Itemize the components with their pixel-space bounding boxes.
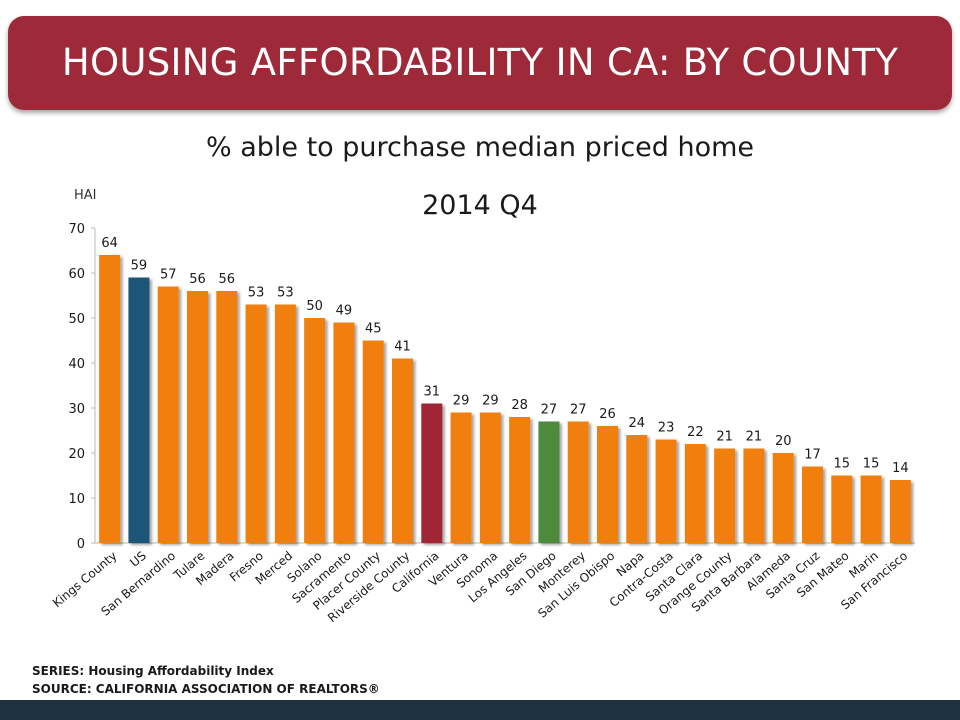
data-label: 50	[306, 299, 323, 314]
data-label: 41	[394, 340, 411, 355]
bar-sacramento	[333, 322, 355, 543]
bar-san-bernardino	[157, 286, 179, 543]
data-label: 15	[863, 457, 880, 472]
bar-napa	[626, 435, 648, 543]
data-label: 53	[248, 286, 265, 301]
bar-madera	[216, 291, 238, 543]
bar-santa-barbara	[743, 448, 765, 543]
bar-santa-cruz	[802, 466, 823, 543]
data-label: 17	[804, 448, 821, 463]
data-label: 14	[892, 461, 909, 476]
y-axis-label: HAI	[74, 188, 97, 203]
bar-san-diego	[538, 421, 560, 543]
y-tick-label: 10	[68, 492, 85, 507]
bar-chart: 0 10 20 30 40 50 60 70 64 59 57 56 56 53 53 50 49 45 41 31…	[50, 222, 915, 625]
bar-monterey	[567, 421, 589, 543]
data-label: 24	[629, 416, 646, 431]
data-labels: 64 59 57 56 56 53 53 50 49 45 41 31 29 29 28 27 27 26 24 23…	[101, 236, 908, 476]
bar-los-angeles	[509, 417, 531, 543]
data-label: 57	[160, 268, 177, 283]
data-label: 53	[277, 286, 294, 301]
title-banner: HOUSING AFFORDABILITY IN CA: BY COUNTY	[8, 16, 952, 110]
bar-santa-clara	[684, 444, 706, 543]
footer-source: SOURCE: CALIFORNIA ASSOCIATION OF REALTO…	[32, 682, 380, 696]
y-tick-label: 0	[77, 537, 85, 552]
bar-tulare	[187, 291, 208, 543]
data-label: 56	[189, 272, 206, 287]
bar-solano	[304, 318, 326, 543]
data-label: 21	[716, 430, 733, 445]
data-label: 29	[482, 394, 499, 409]
data-label: 15	[834, 457, 851, 472]
y-tick-label: 40	[68, 357, 85, 372]
bar-california	[421, 403, 443, 543]
y-tick-label: 30	[68, 402, 85, 417]
bar-merced	[274, 304, 296, 543]
data-label: 64	[101, 236, 118, 251]
data-label: 23	[658, 421, 675, 436]
data-label: 27	[570, 403, 587, 418]
bars	[99, 255, 911, 543]
x-tick-label: US	[127, 549, 149, 570]
data-label: 45	[365, 322, 382, 337]
data-label: 29	[453, 394, 470, 409]
data-label: 49	[336, 304, 353, 319]
y-tick-label: 50	[68, 312, 85, 327]
bar-kings-county	[99, 255, 121, 543]
data-label: 56	[219, 272, 236, 287]
bar-san-mateo	[831, 475, 853, 543]
bar-us	[128, 277, 150, 543]
page-title: HOUSING AFFORDABILITY IN CA: BY COUNTY	[61, 41, 899, 84]
bar-ventura	[450, 412, 472, 543]
footer-series: SERIES: Housing Affordability Index	[32, 664, 274, 678]
chart-subtitle: 2014 Q4	[422, 190, 538, 221]
bar-san-luis-obispo	[597, 426, 618, 543]
bar-marin	[860, 475, 882, 543]
bar-contra-costa	[655, 439, 677, 543]
y-tick-label: 20	[68, 447, 85, 462]
bar-alameda	[772, 453, 794, 543]
bar-placer-county	[362, 340, 384, 543]
bar-riverside-county	[392, 358, 413, 543]
data-label: 26	[599, 407, 616, 422]
data-label: 21	[746, 430, 763, 445]
bar-san-francisco	[889, 480, 911, 543]
y-tick-label: 60	[68, 267, 85, 282]
bar-fresno	[245, 304, 267, 543]
chart-title: % able to purchase median priced home	[205, 132, 755, 163]
data-label: 59	[131, 259, 148, 274]
y-tick-label: 70	[68, 222, 85, 237]
data-label: 27	[541, 403, 558, 418]
data-label: 22	[687, 425, 704, 440]
bar-sonoma	[479, 412, 501, 543]
bar-orange-county	[714, 448, 736, 543]
data-label: 20	[775, 434, 792, 449]
data-label: 31	[424, 385, 441, 400]
bottom-bar	[0, 700, 960, 720]
data-label: 28	[511, 398, 528, 413]
